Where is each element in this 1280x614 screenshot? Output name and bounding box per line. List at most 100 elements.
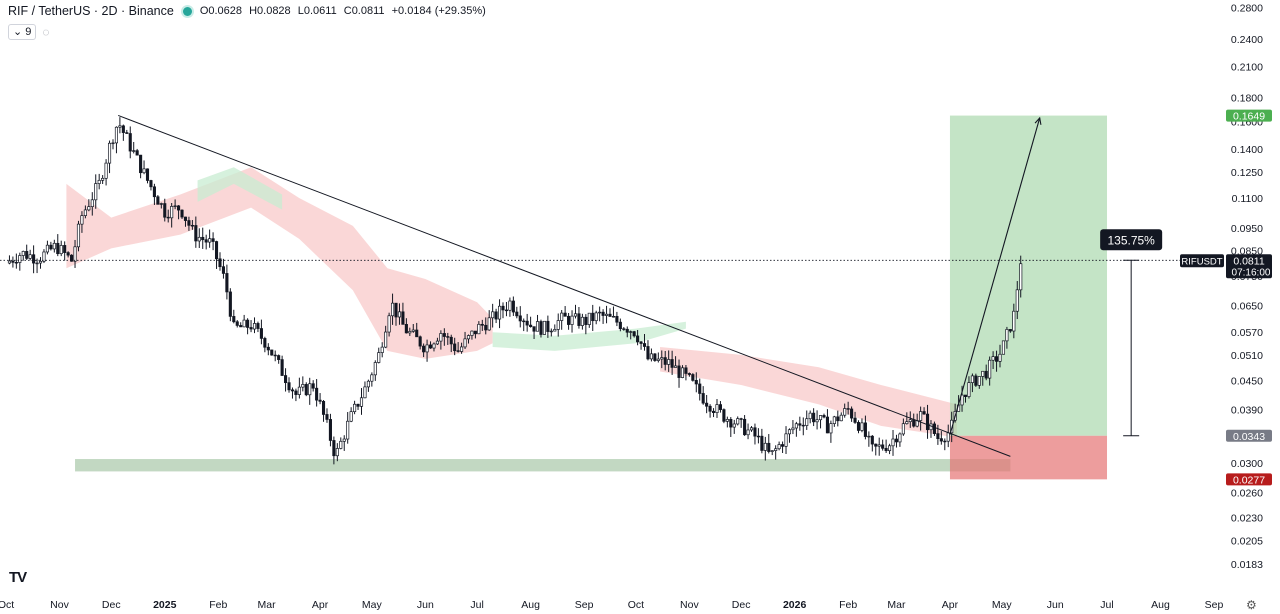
candle-body [708,405,712,412]
candle-body [508,300,512,311]
candle [518,306,522,328]
y-tick-label: 0.1400 [1231,144,1263,156]
candle [636,329,640,346]
symbol-title[interactable]: RIF / TetherUS · 2D · Binance [8,4,174,18]
candle [232,309,236,324]
candle-body [850,408,854,419]
candle [784,426,788,455]
candle-body [170,206,174,219]
candle-body [311,383,315,389]
candle-body [608,313,612,317]
candle [874,443,878,456]
candle-body [656,358,660,361]
candle-body [201,236,205,241]
candle-body [239,325,243,328]
candle [732,419,736,434]
change-value: +0.0184 (+29.35%) [391,5,486,17]
candle [194,216,198,248]
candle-body [601,311,605,316]
chevron-down-icon: ⌄ [13,26,23,38]
candle [290,387,295,399]
candle-body [781,444,785,447]
candle [418,335,422,350]
candle [743,415,747,436]
candle [28,249,32,261]
candle [460,342,464,354]
candle-body [974,375,978,386]
y-tick-label: 0.2400 [1231,34,1263,46]
candle-body [301,384,305,388]
candle-body [912,419,916,427]
candle [925,404,930,439]
candle [825,409,829,434]
candle-body [221,266,225,274]
candle [280,355,284,376]
candle [877,437,881,456]
candle-body [877,444,881,447]
candle [515,306,519,319]
candle-body [677,365,681,378]
candle-body [435,340,439,345]
candle [463,331,467,349]
candle-body [284,375,288,384]
candle-body [339,440,343,449]
tradingview-logo-icon[interactable]: TV [9,569,27,586]
candle-body [149,180,153,188]
candle [760,428,764,454]
candle-body [49,244,53,250]
candle [453,337,457,356]
candle [729,417,733,437]
candle [529,316,533,328]
indicator-toggle[interactable]: ⌄ 9 [8,24,37,40]
x-tick-label: Oct [0,599,14,611]
candle-body [211,238,215,242]
candle [511,296,515,316]
candles [7,117,1023,465]
ohlc-values: O0.0628 H0.0828 L0.0611 C0.0811 +0.0184 … [200,5,490,17]
candle [995,350,999,372]
candle [32,245,36,274]
candle-body [335,448,339,457]
candle-body [14,261,18,264]
candle [256,321,260,333]
descending-trendline [117,114,1011,457]
candle-body [18,255,22,263]
candle [622,327,626,331]
candle [539,319,543,338]
candle [525,313,529,332]
candle-body [722,409,726,422]
candle-body [801,424,805,427]
candle [142,160,146,175]
y-tick-label: 0.0300 [1231,458,1263,470]
candle [656,352,660,363]
candle-body [491,311,495,319]
gear-icon[interactable]: ⚙ [1246,598,1257,612]
candle-body [591,312,595,322]
candle-body [687,373,691,375]
candle-body [825,416,829,434]
candle [125,129,129,134]
candle [725,416,729,428]
candle-body [642,343,647,347]
candle [739,417,743,428]
candle-body [511,300,515,313]
candle-body [853,417,857,423]
candle-body [680,367,685,378]
candle [846,401,850,415]
candle-body [691,374,695,381]
candle-body [187,220,191,226]
candle-body [549,330,553,333]
candle-body [280,359,284,376]
candle [128,126,132,159]
candle-body [901,423,905,435]
candle-body [984,370,988,379]
refresh-icon[interactable]: ◌ [42,25,50,39]
candle [570,310,574,333]
x-tick-label: Mar [887,599,906,611]
candle-body [577,313,581,326]
candle-body [225,273,229,293]
candle-body [270,349,274,356]
candle [359,388,364,415]
candle [542,320,546,335]
